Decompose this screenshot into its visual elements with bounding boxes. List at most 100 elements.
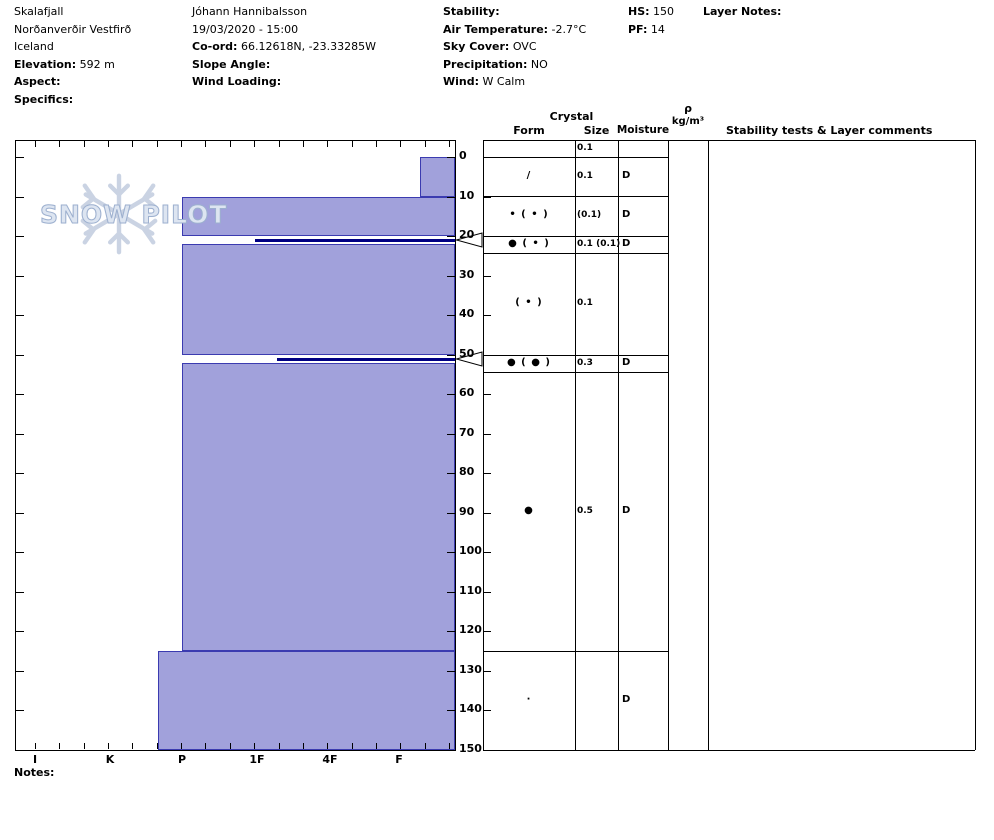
header-field: Jóhann Hannibalsson: [192, 5, 307, 18]
hardness-tick: [448, 743, 450, 749]
depth-tick: [16, 512, 24, 514]
hardness-tick: [254, 743, 256, 749]
header-field: PF: 14: [628, 23, 665, 36]
thin-crust-line: [277, 357, 455, 361]
header-field-value: Jóhann Hannibalsson: [192, 5, 308, 18]
depth-tick: [447, 552, 455, 554]
header-field-value: Norðanverðir Vestfirð: [14, 22, 132, 36]
header-field-label: Air Temperature:: [443, 22, 549, 36]
snow-layer-bar: [158, 651, 455, 750]
depth-tick: [447, 473, 455, 475]
crystal-size-cell: 0.3: [577, 357, 593, 368]
depth-tick-label: 120: [459, 623, 482, 637]
header-field-label: Stability:: [443, 5, 500, 18]
crystal-size-cell: 0.1 (0.1): [577, 238, 621, 249]
depth-tick: [447, 236, 455, 238]
depth-tick-label: 0: [459, 149, 467, 162]
depth-tick-label: 20: [459, 228, 475, 242]
header-field: Skalafjall: [14, 5, 63, 18]
header-field: Stability:: [443, 5, 500, 18]
form-header: Form: [513, 124, 545, 137]
header-field: Elevation: 592 m: [14, 58, 115, 71]
depth-tick: [447, 394, 455, 396]
moisture-cell: D: [622, 237, 631, 249]
depth-tick-label: 140: [459, 702, 482, 716]
header-field-value: Skalafjall: [14, 5, 64, 18]
table-depth-tick: [484, 275, 491, 277]
header-field-label: Precipitation:: [443, 57, 528, 71]
depth-tick-label: 90: [459, 504, 475, 518]
header-field-label: Elevation:: [14, 57, 77, 71]
hardness-tick: [205, 141, 207, 147]
notes-label: Notes:: [14, 766, 55, 779]
depth-tick: [16, 552, 24, 554]
size-header: Size: [583, 124, 610, 137]
table-grid-hline: [483, 750, 975, 751]
table-depth-tick: [484, 394, 491, 396]
table-grid-vline: [708, 140, 709, 750]
header-field: Slope Angle:: [192, 58, 270, 71]
depth-tick-label: 130: [459, 662, 482, 676]
depth-tick: [16, 473, 24, 475]
table-depth-tick: [484, 512, 491, 514]
table-grid-vline: [483, 140, 484, 750]
hardness-tick: [327, 141, 329, 147]
hardness-tick: [375, 743, 377, 749]
header-field: Layer Notes:: [703, 5, 781, 18]
hardness-tick: [400, 141, 402, 147]
depth-tick: [447, 591, 455, 593]
layer-row-line: [483, 157, 668, 158]
header-field: Aspect:: [14, 75, 61, 88]
hardness-tick: [351, 743, 353, 749]
table-grid-vline: [618, 140, 619, 750]
header-field-label: Slope Angle:: [192, 57, 271, 71]
depth-tick: [447, 433, 455, 435]
table-depth-tick: [484, 552, 491, 554]
hardness-label: P: [177, 753, 187, 766]
depth-tick-label: 10: [459, 188, 475, 202]
header-field: Sky Cover: OVC: [443, 40, 537, 53]
snow-layer-bar: [182, 196, 455, 237]
crystal-header: Crystal: [549, 110, 594, 123]
moisture-cell: D: [622, 169, 631, 181]
table-depth-tick: [484, 670, 491, 672]
depth-tick: [16, 750, 24, 751]
hardness-tick: [35, 743, 36, 749]
hardness-tick: [205, 743, 207, 749]
hardness-tick: [278, 743, 280, 749]
crystal-form-cell: • ( • ): [509, 209, 549, 220]
depth-tick: [16, 433, 24, 435]
header-field-label: Co-ord:: [192, 40, 238, 54]
moisture-cell: D: [622, 504, 631, 516]
crystal-form-cell: ·: [526, 693, 532, 705]
hardness-label: 1F: [249, 753, 265, 766]
depth-tick: [447, 157, 455, 158]
hardness-tick: [83, 743, 85, 749]
depth-tick-label: 70: [459, 425, 475, 439]
hardness-tick: [278, 141, 280, 147]
layer-row-line: [483, 196, 668, 197]
depth-tick-label: 100: [459, 544, 482, 558]
hardness-tick: [156, 743, 158, 749]
depth-tick: [16, 236, 24, 238]
depth-tick: [16, 196, 24, 198]
density-header-unit: kg/m³: [671, 116, 705, 127]
depth-tick-label: 30: [459, 267, 475, 281]
crystal-size-cell: 0.1: [577, 142, 593, 153]
hardness-tick: [83, 141, 85, 147]
header-field-value: 592 m: [76, 57, 115, 71]
crystal-form-cell: ●: [524, 504, 534, 516]
header-field-value: 14: [647, 22, 665, 36]
header-field-value: 19/03/2020 - 15:00: [192, 22, 299, 36]
header-field-label: Sky Cover:: [443, 40, 510, 54]
layer-flag-icon: [454, 350, 483, 367]
header-field-label: Wind Loading:: [192, 75, 282, 89]
depth-tick: [447, 750, 455, 751]
depth-tick: [447, 196, 455, 198]
hardness-label: I: [32, 753, 38, 766]
table-depth-tick: [484, 591, 491, 593]
hardness-tick: [400, 743, 402, 749]
depth-tick: [447, 670, 455, 672]
depth-tick: [447, 631, 455, 633]
table-depth-tick: [484, 473, 491, 475]
